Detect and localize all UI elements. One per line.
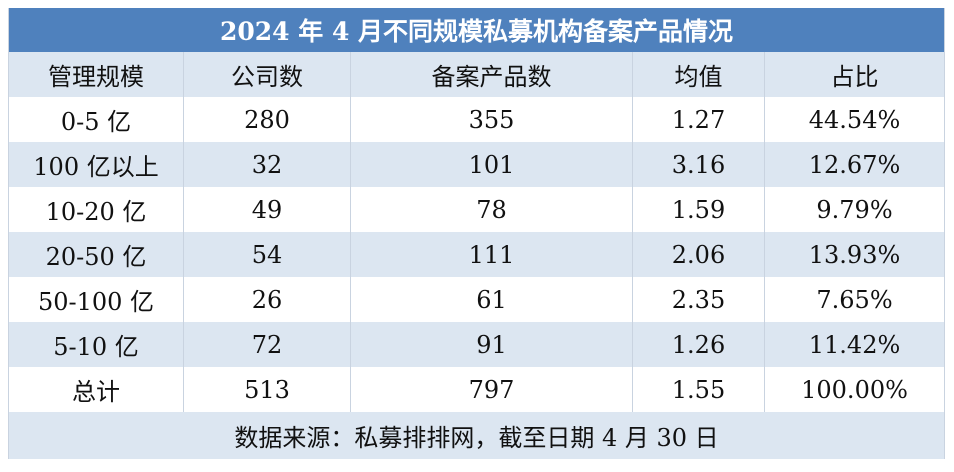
- column-header: 占比: [763, 52, 946, 97]
- table-cell: 1.27: [632, 97, 765, 142]
- table-cell: 72: [183, 322, 351, 367]
- table-cell: 513: [183, 367, 351, 412]
- table-cell: 12.67%: [763, 142, 946, 187]
- header-row: 管理规模 公司数 备案产品数 均值 占比: [8, 52, 946, 97]
- table-cell: 44.54%: [763, 97, 946, 142]
- table-cell: 0-5 亿: [8, 97, 184, 142]
- table-cell: 1.55: [632, 367, 765, 412]
- table-cell: 9.79%: [763, 187, 946, 232]
- table-row: 20-50 亿 54 111 2.06 13.93%: [8, 232, 946, 277]
- table-cell: 49: [183, 187, 351, 232]
- table-cell: 100.00%: [763, 367, 946, 412]
- table-cell: 32: [183, 142, 351, 187]
- table-cell: 20-50 亿: [8, 232, 184, 277]
- table-row: 50-100 亿 26 61 2.35 7.65%: [8, 277, 946, 322]
- column-header: 备案产品数: [350, 52, 633, 97]
- table-cell: 10-20 亿: [8, 187, 184, 232]
- source-note: 数据来源：私募排排网，截至日期 4 月 30 日: [7, 412, 946, 459]
- table-cell: 7.65%: [763, 277, 946, 322]
- table-cell: 2.35: [632, 277, 765, 322]
- column-header: 公司数: [183, 52, 351, 97]
- table-cell: 3.16: [632, 142, 765, 187]
- table-cell: 50-100 亿: [8, 277, 184, 322]
- column-header: 均值: [632, 52, 765, 97]
- table-cell: 100 亿以上: [8, 142, 184, 187]
- table-cell: 26: [183, 277, 351, 322]
- table-row: 0-5 亿 280 355 1.27 44.54%: [8, 97, 946, 142]
- table-cell: 13.93%: [763, 232, 946, 277]
- data-table: 2024 年 4 月不同规模私募机构备案产品情况 管理规模 公司数 备案产品数 均值占…: [7, 8, 946, 459]
- table-cell: 355: [350, 97, 633, 142]
- table-cell: 1.59: [632, 187, 765, 232]
- table-cell: 1.26: [632, 322, 765, 367]
- table-cell: 91: [350, 322, 633, 367]
- table-cell: 54: [183, 232, 351, 277]
- table-title: 2024 年 4 月不同规模私募机构备案产品情况: [7, 8, 946, 52]
- table-cell: 797: [350, 367, 633, 412]
- table-container: 2024 年 4 月不同规模私募机构备案产品情况 管理规模 公司数 备案产品数 均值占…: [7, 8, 946, 459]
- table-cell: 5-10 亿: [8, 322, 184, 367]
- column-header: 管理规模: [8, 52, 184, 97]
- table-cell: 78: [350, 187, 633, 232]
- table-cell: 111: [350, 232, 633, 277]
- table-row: 10-20 亿 49 78 1.59 9.79%: [8, 187, 946, 232]
- table-row: 100 亿以上 32 101 3.16 12.67%: [8, 142, 946, 187]
- table-cell: 61: [350, 277, 633, 322]
- table-cell: 11.42%: [763, 322, 946, 367]
- table-row: 总计 513 797 1.55 100.00%: [8, 367, 946, 412]
- table-cell: 总计: [8, 367, 184, 412]
- table-cell: 101: [350, 142, 633, 187]
- table-cell: 2.06: [632, 232, 765, 277]
- table-row: 5-10 亿 72 91 1.26 11.42%: [8, 322, 946, 367]
- table-cell: 280: [183, 97, 351, 142]
